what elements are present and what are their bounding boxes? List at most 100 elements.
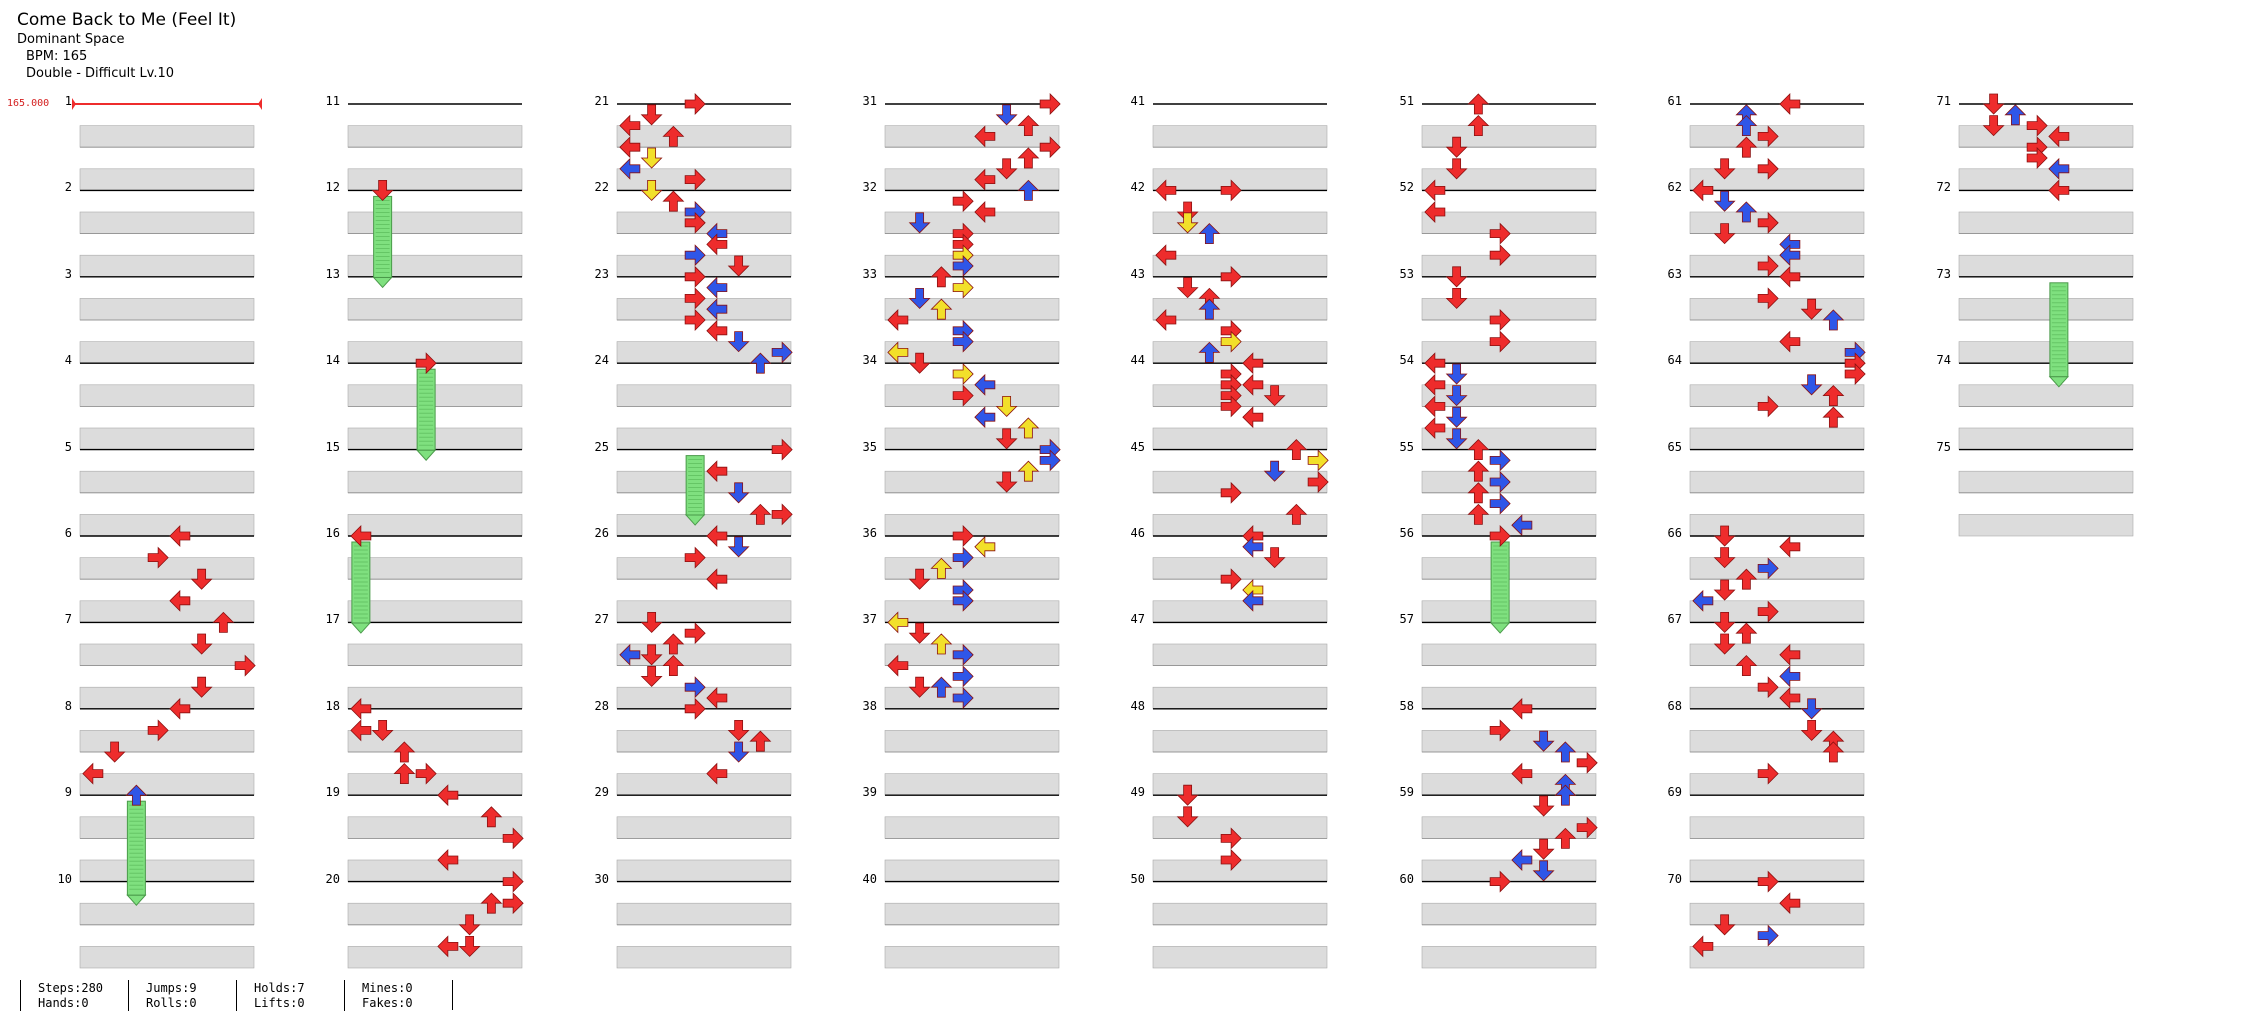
measure-number: 22 <box>594 180 609 195</box>
arrow-right-icon <box>1757 395 1779 418</box>
arrow-left-icon <box>1511 697 1533 720</box>
measure-75 <box>1958 448 2134 537</box>
arrow-down-icon <box>640 147 663 169</box>
arrow-right-icon <box>684 309 706 331</box>
arrow-down-icon <box>1713 190 1736 212</box>
measure-number: 9 <box>64 785 72 800</box>
arrow-down-icon <box>1445 266 1468 288</box>
beat-band <box>79 859 255 882</box>
beat-band <box>1689 643 1865 666</box>
beat-band <box>1152 643 1328 666</box>
arrow-right-icon <box>684 697 706 720</box>
arrow-right-icon <box>1489 525 1511 547</box>
measure-60 <box>1421 880 1597 969</box>
arrow-left-icon <box>1779 665 1801 688</box>
measure-45 <box>1152 448 1328 537</box>
arrow-down-icon <box>1800 298 1823 320</box>
beat-band <box>1152 816 1328 839</box>
beat-band <box>1152 341 1328 364</box>
arrow-down-icon <box>640 179 663 201</box>
beat-band <box>1421 902 1597 926</box>
hold-tail <box>416 449 437 461</box>
arrow-up-icon <box>393 741 416 763</box>
arrow-right-icon <box>684 93 706 115</box>
measure-74 <box>1958 362 2134 450</box>
beat-band <box>1152 859 1328 882</box>
arrow-left-icon <box>887 611 909 634</box>
arrow-right-icon <box>1757 924 1779 947</box>
arrow-down-icon <box>1713 547 1736 569</box>
measure-number: 19 <box>325 785 340 800</box>
arrow-right-icon <box>771 503 793 526</box>
beat-band <box>79 686 255 710</box>
measure-number: 28 <box>594 698 609 713</box>
beat-band <box>1152 557 1328 580</box>
beat-band <box>347 125 523 148</box>
arrow-up-icon <box>1735 136 1758 158</box>
measure-number: 29 <box>594 785 609 800</box>
beat-band <box>1152 730 1328 753</box>
beat-band <box>79 470 255 494</box>
beat-band <box>1689 341 1865 364</box>
arrow-up-icon <box>1467 115 1490 136</box>
arrow-up-icon <box>1467 482 1490 504</box>
measure-number: 24 <box>594 353 609 368</box>
measure-13 <box>347 276 523 364</box>
measure-57 <box>1421 621 1597 710</box>
bpm-marker-end <box>258 98 262 110</box>
arrow-left-icon <box>437 784 459 807</box>
beat-band <box>79 384 255 407</box>
beat-band <box>347 730 523 753</box>
beat-band <box>79 168 255 191</box>
arrow-up-icon <box>1017 115 1040 136</box>
measure-number: 36 <box>862 526 877 540</box>
arrow-up-icon <box>1017 417 1040 439</box>
measure-number: 34 <box>862 353 877 368</box>
arrow-down-icon <box>908 568 931 590</box>
arrow-up-icon <box>1285 503 1308 525</box>
arrow-up-icon <box>1198 223 1221 245</box>
arrow-left-icon <box>1242 406 1264 429</box>
measure-47 <box>1152 621 1328 710</box>
arrow-up-icon <box>125 784 148 806</box>
measure-42 <box>1152 189 1328 278</box>
arrow-up-icon <box>1198 298 1221 320</box>
hold-tail <box>372 276 393 289</box>
measure-number: 5 <box>64 439 72 454</box>
hold-tail <box>1490 622 1511 634</box>
arrow-right-icon <box>1307 471 1329 493</box>
beat-band <box>1421 341 1597 364</box>
arrow-left-icon <box>1511 762 1533 785</box>
arrow-down-icon <box>908 352 931 374</box>
beat-band <box>1152 773 1328 796</box>
beat-band <box>347 470 523 494</box>
beat-band <box>1152 254 1328 278</box>
arrow-up-icon <box>1822 309 1845 331</box>
arrow-right-icon <box>1757 157 1779 180</box>
arrow-right-icon <box>1757 125 1779 148</box>
arrow-right-icon <box>952 687 974 709</box>
measure-3 <box>79 276 255 364</box>
arrow-up-icon <box>662 125 685 147</box>
measure-number: 61 <box>1667 94 1682 108</box>
arrow-left-icon <box>706 687 728 709</box>
beat-band <box>1421 946 1597 969</box>
arrow-down-icon <box>1800 720 1823 741</box>
beat-band <box>1689 859 1865 882</box>
beat-band <box>79 514 255 537</box>
arrow-left-icon <box>2048 157 2070 180</box>
beat-band <box>347 341 523 364</box>
measure-34 <box>884 362 1060 450</box>
beat-band <box>616 125 792 148</box>
arrow-up-icon <box>393 763 416 784</box>
hold-tail <box>685 514 706 526</box>
measure-number: 6 <box>64 526 72 540</box>
beat-band <box>1689 427 1865 450</box>
beat-band <box>1152 686 1328 710</box>
beat-band <box>884 470 1060 494</box>
beat-band <box>884 125 1060 148</box>
arrow-down-icon <box>190 633 213 655</box>
arrow-up-icon <box>662 655 685 676</box>
arrow-down-icon <box>640 104 663 126</box>
arrow-up-icon <box>1735 568 1758 590</box>
